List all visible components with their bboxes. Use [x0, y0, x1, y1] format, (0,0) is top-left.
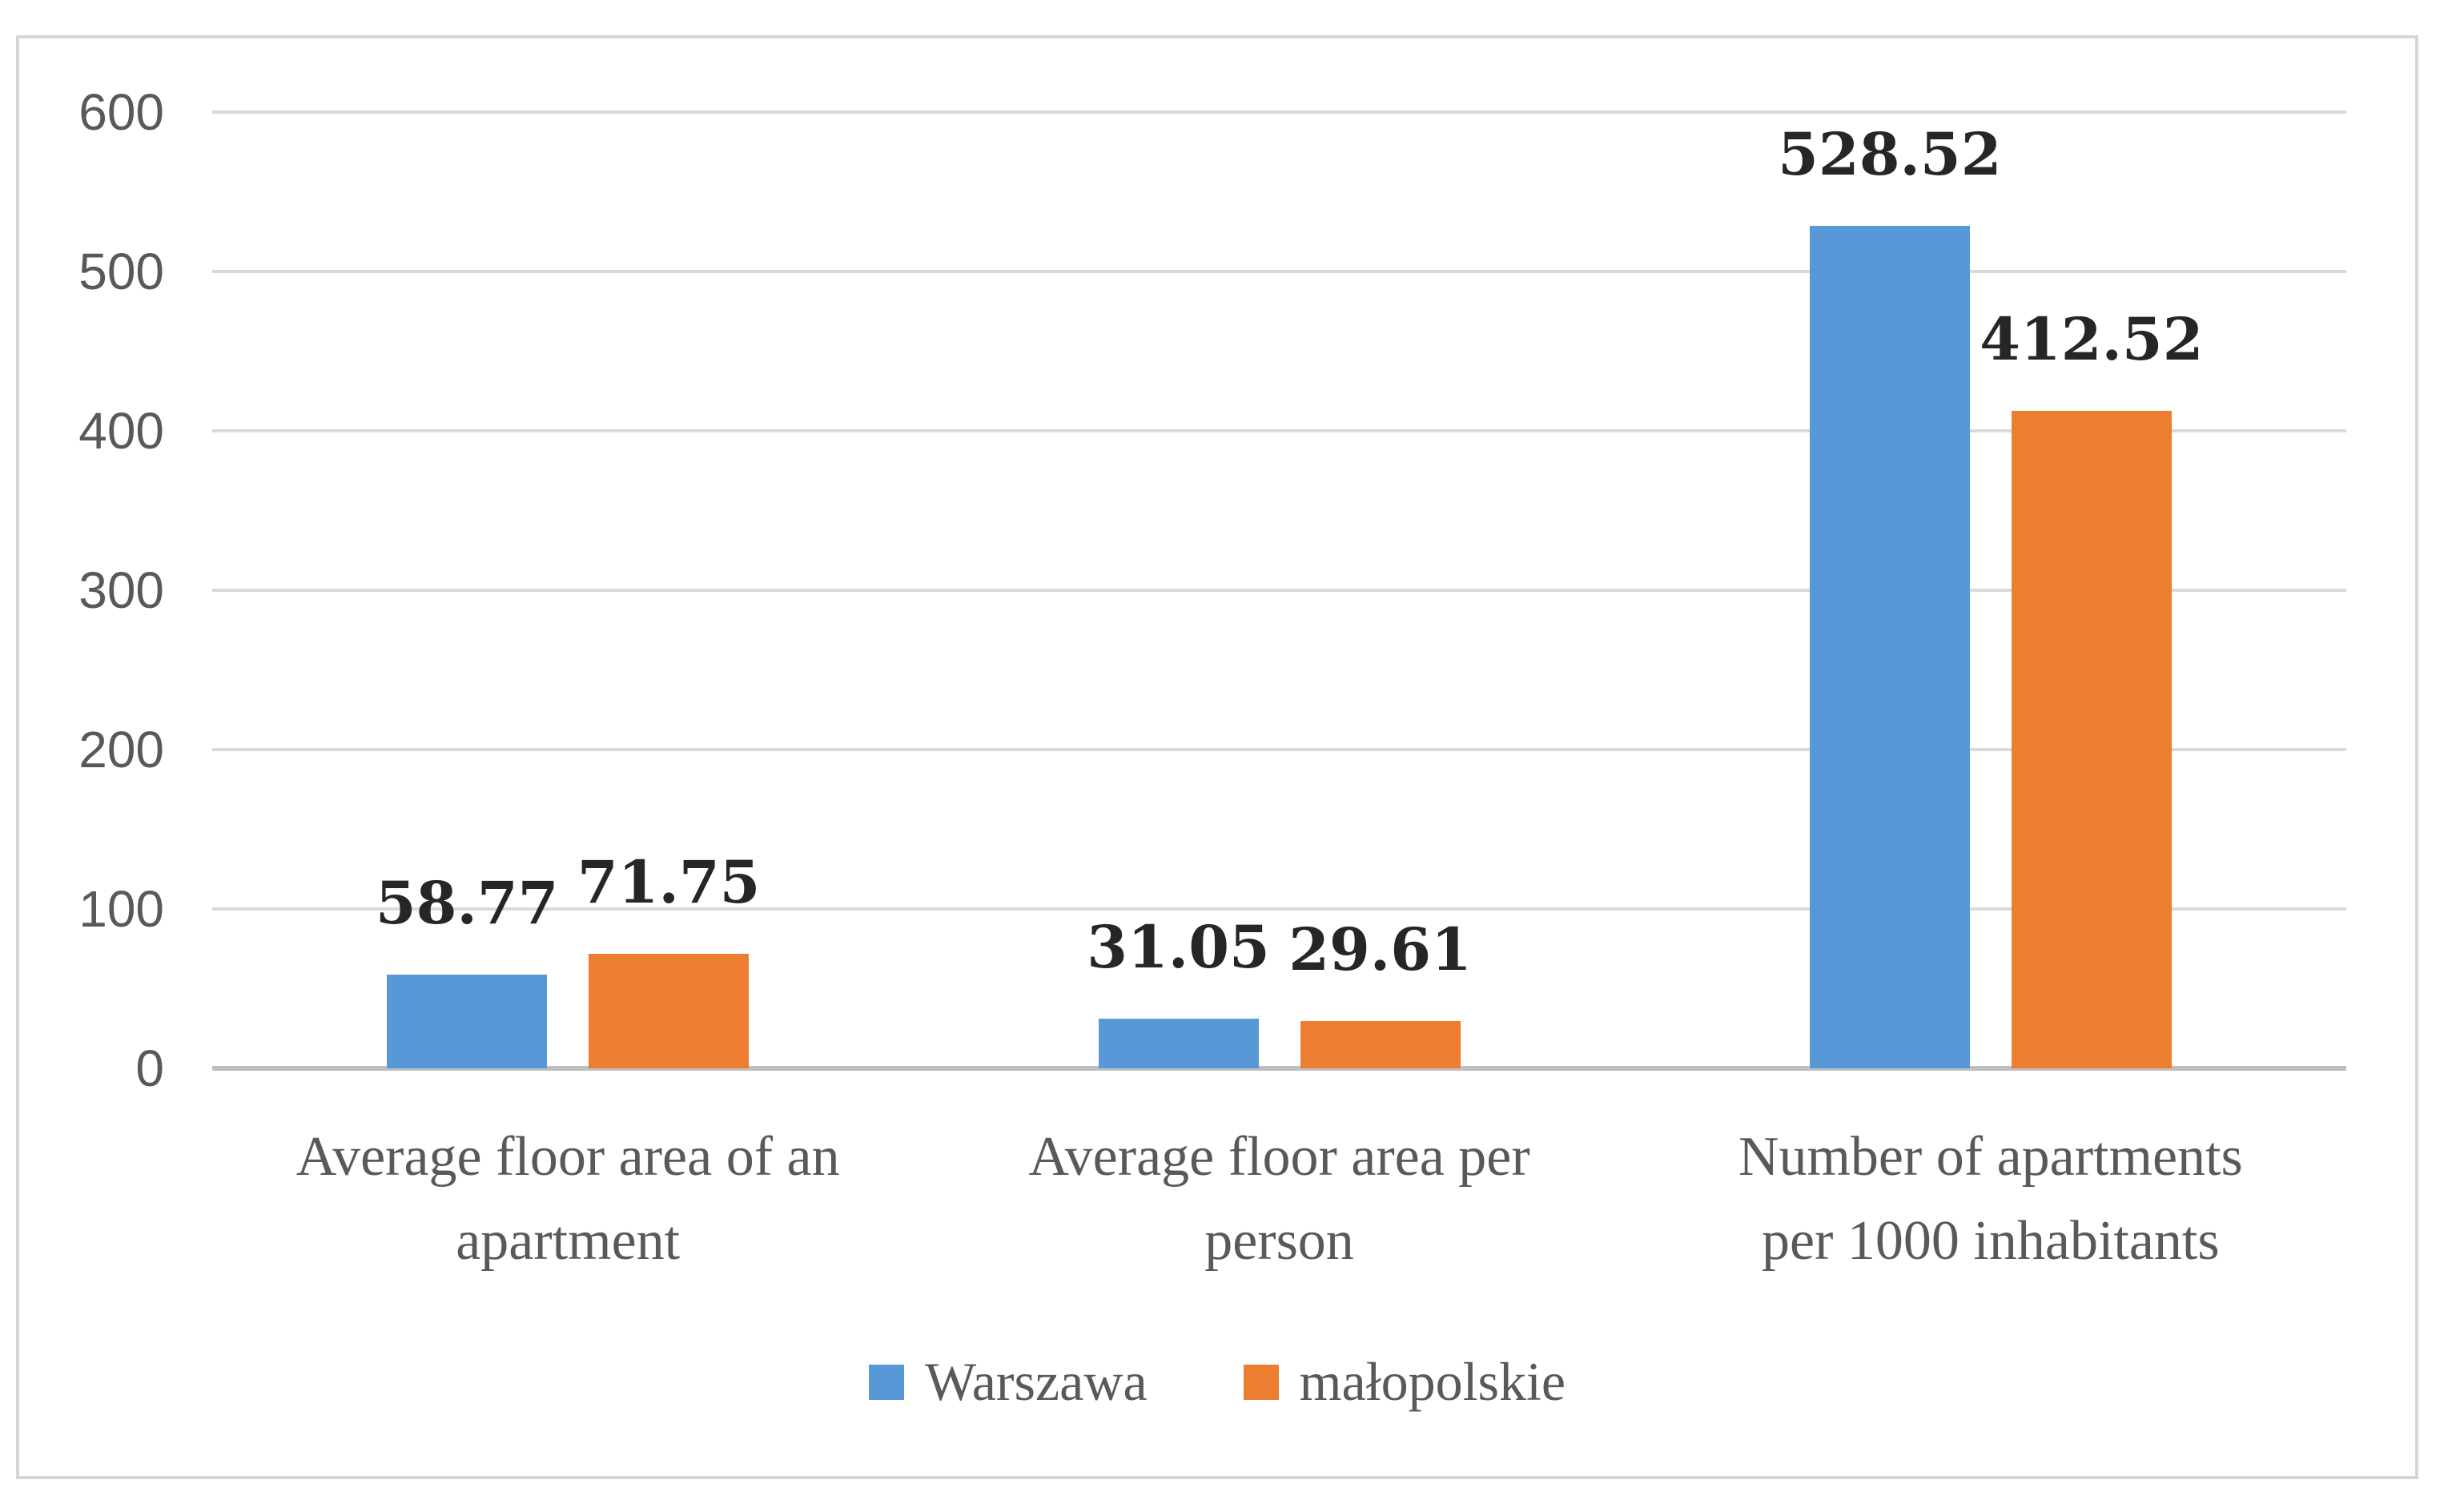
x-axis-line — [212, 1066, 2346, 1071]
y-axis-tick-label: 200 — [78, 721, 164, 778]
gridline — [212, 589, 2346, 592]
legend-label: Warszawa — [924, 1351, 1148, 1412]
y-axis-tick-label: 400 — [78, 402, 164, 460]
data-label: 31.05 — [1087, 913, 1270, 982]
data-label: 58.77 — [375, 869, 559, 938]
legend-swatch-icon — [1243, 1364, 1279, 1400]
data-label: 29.61 — [1288, 915, 1472, 984]
bar-małopolskie-1 — [1300, 1021, 1461, 1068]
data-label: 528.52 — [1778, 120, 2002, 189]
y-axis-tick-label: 0 — [135, 1040, 164, 1097]
category-label: Average floor area per person — [1028, 1126, 1530, 1272]
legend-item-małopolskie: małopolskie — [1243, 1350, 1566, 1414]
bar-małopolskie-0 — [589, 954, 750, 1068]
chart-frame — [16, 35, 2418, 1479]
bar-małopolskie-2 — [2011, 411, 2172, 1068]
y-axis-tick-label: 300 — [78, 561, 164, 619]
legend-label: małopolskie — [1299, 1351, 1566, 1412]
bar-Warszawa-1 — [1098, 1019, 1259, 1068]
bar-Warszawa-2 — [1809, 226, 1970, 1068]
gridline — [212, 270, 2346, 273]
y-axis-tick-label: 100 — [78, 880, 164, 938]
bar-Warszawa-0 — [387, 975, 548, 1068]
category-label: Number of apartments per 1000 inhabitant… — [1738, 1126, 2243, 1272]
gridline — [212, 907, 2346, 911]
legend: Warszawa małopolskie — [16, 1350, 2418, 1414]
gridline — [212, 748, 2346, 751]
y-axis-tick-label: 500 — [78, 243, 164, 300]
legend-swatch-icon — [868, 1364, 904, 1400]
data-label: 412.52 — [1980, 305, 2204, 374]
gridline — [212, 111, 2346, 114]
data-label: 71.75 — [577, 848, 761, 917]
y-axis-tick-label: 600 — [78, 83, 164, 141]
legend-item-Warszawa: Warszawa — [868, 1350, 1148, 1414]
gridline — [212, 429, 2346, 432]
category-label: Average floor area of an apartment — [295, 1126, 840, 1272]
